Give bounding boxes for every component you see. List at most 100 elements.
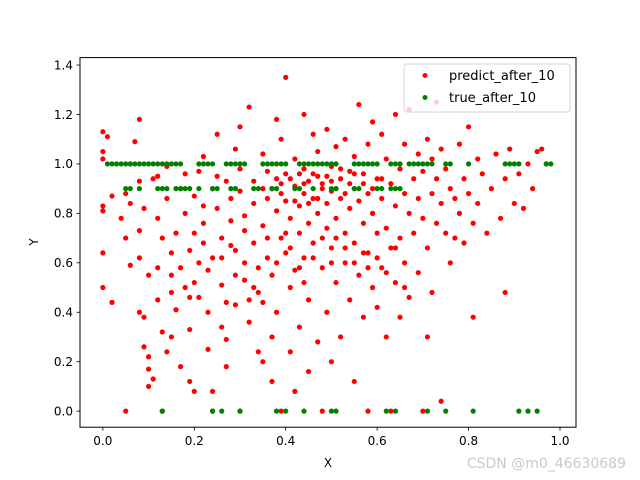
- predict-after-10-point-252: [497, 215, 504, 221]
- predict-after-10-point-53: [187, 326, 193, 333]
- predict-after-10-point-77: [223, 364, 229, 370]
- predict-after-10-point-28: [145, 366, 152, 372]
- true-after-10-point-85: [296, 186, 303, 192]
- true-after-10-point-13: [164, 161, 170, 167]
- predict-after-10-point-98: [255, 265, 261, 271]
- x-tick-label: 0.2: [185, 434, 204, 448]
- true-after-10-point-92: [379, 186, 385, 192]
- true-after-10-point-25: [241, 161, 248, 167]
- true-after-10-point-14: [168, 161, 175, 167]
- predict-after-10-point-227: [433, 176, 440, 182]
- true-after-10-point-96: [159, 408, 165, 414]
- true-after-10-point-50: [406, 161, 412, 167]
- true-after-10-point-70: [164, 186, 170, 192]
- predict-after-10-point-117: [278, 235, 284, 241]
- predict-after-10-point-85: [237, 124, 243, 130]
- predict-after-10-point-309: [342, 190, 348, 197]
- true-after-10-point-3: [118, 161, 124, 167]
- true-after-10-point-31: [283, 161, 289, 167]
- predict-after-10-point-121: [283, 198, 289, 204]
- y-tick-label: 0.4: [54, 306, 73, 320]
- predict-after-10-point-3: [100, 156, 106, 162]
- true-after-10-point-73: [182, 186, 188, 192]
- points-layer: [100, 74, 554, 414]
- x-tick-label: 0.0: [93, 434, 112, 448]
- predict-after-10-point-111: [273, 116, 280, 123]
- true-after-10-point-61: [511, 161, 517, 167]
- true-after-10-point-108: [443, 408, 449, 414]
- predict-after-10-point-300: [347, 181, 353, 187]
- predict-after-10-point-216: [415, 270, 421, 276]
- predict-after-10-point-84: [232, 146, 239, 152]
- predict-after-10-point-244: [470, 220, 476, 226]
- predict-after-10-point-54: [187, 378, 193, 385]
- x-tick-label: 1.0: [550, 434, 569, 448]
- predict-after-10-point-21: [136, 255, 143, 261]
- predict-after-10-point-240: [461, 176, 467, 182]
- true-after-10-point-59: [502, 161, 508, 167]
- predict-after-10-point-70: [214, 131, 220, 137]
- true-after-10-point-105: [383, 408, 389, 414]
- true-after-10-point-43: [360, 161, 367, 167]
- predict-after-10-point-25: [141, 314, 147, 320]
- predict-after-10-point-174: [351, 378, 357, 385]
- predict-after-10-point-4: [100, 203, 106, 209]
- true-after-10-point-12: [159, 161, 165, 167]
- true-after-10-point-87: [328, 186, 335, 192]
- predict-after-10-point-285: [333, 235, 339, 241]
- predict-after-10-point-236: [452, 195, 458, 202]
- predict-after-10-point-141: [310, 131, 316, 137]
- predict-after-10-point-178: [360, 171, 367, 177]
- predict-after-10-point-296: [310, 171, 316, 177]
- true-after-10-point-99: [237, 408, 243, 414]
- predict-after-10-point-81: [228, 242, 234, 249]
- predict-after-10-point-179: [360, 220, 367, 226]
- predict-after-10-point-182: [365, 190, 371, 197]
- x-tick-label: 0.4: [276, 434, 295, 448]
- predict-after-10-point-297: [319, 186, 325, 192]
- predict-after-10-point-313: [379, 176, 385, 182]
- predict-after-10-point-62: [200, 203, 207, 209]
- predict-after-10-point-49: [182, 171, 188, 177]
- predict-after-10-point-208: [401, 260, 408, 266]
- true-after-10-point-93: [388, 186, 394, 192]
- predict-after-10-point-152: [324, 200, 330, 207]
- plot-area-frame: [79, 57, 577, 428]
- predict-after-10-point-298: [328, 178, 335, 184]
- true-after-10-point-44: [365, 161, 371, 167]
- predict-after-10-point-2: [100, 148, 106, 155]
- predict-after-10-point-75: [219, 324, 225, 330]
- predict-after-10-point-239: [456, 210, 463, 216]
- predict-after-10-point-270: [219, 282, 225, 288]
- predict-after-10-point-131: [296, 230, 303, 236]
- true-after-10-point-88: [333, 186, 339, 192]
- true-after-10-point-30: [278, 161, 284, 167]
- predict-after-10-point-254: [502, 176, 508, 182]
- predict-after-10-point-91: [241, 277, 248, 283]
- predict-after-10-point-241: [461, 240, 467, 246]
- predict-after-10-point-160: [333, 215, 339, 221]
- predict-after-10-point-57: [191, 230, 197, 236]
- true-after-10-point-17: [196, 161, 202, 167]
- predict-after-10-point-200: [392, 111, 399, 118]
- true-after-10-point-23: [232, 161, 239, 167]
- predict-after-10-point-67: [209, 388, 216, 394]
- predict-after-10-point-89: [241, 213, 248, 219]
- predict-after-10-point-137: [305, 178, 312, 184]
- predict-after-10-point-102: [260, 186, 266, 192]
- predict-after-10-point-66: [205, 346, 211, 352]
- predict-after-10-point-233: [443, 230, 449, 236]
- true-after-10-point-51: [411, 161, 417, 167]
- true-after-10-point-64: [548, 161, 554, 167]
- predict-after-10-point-93: [246, 297, 252, 303]
- predict-after-10-point-158: [328, 359, 335, 365]
- predict-after-10-point-250: [488, 186, 495, 192]
- true-after-10-point-69: [159, 186, 165, 192]
- true-after-10-point-2: [113, 161, 120, 167]
- true-after-10-point-45: [369, 161, 376, 167]
- predict-after-10-point-225: [429, 289, 435, 296]
- true-after-10-point-9: [145, 161, 152, 167]
- true-after-10-point-66: [127, 186, 133, 192]
- predict-after-10-point-65: [205, 309, 211, 315]
- predict-after-10-point-266: [187, 294, 193, 301]
